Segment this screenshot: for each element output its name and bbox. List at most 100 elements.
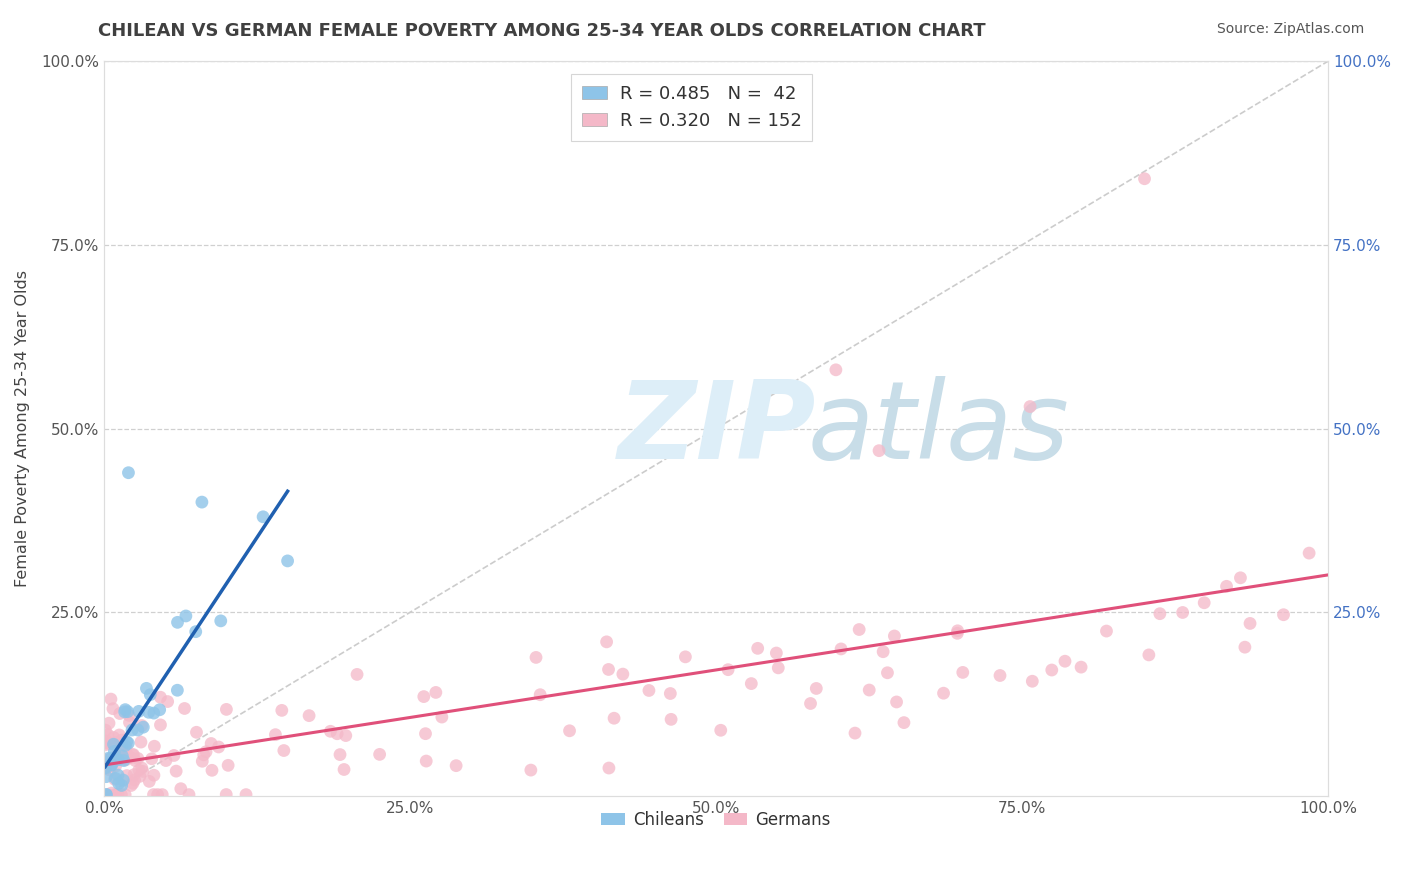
Point <box>603 711 626 725</box>
Point <box>673 649 696 664</box>
Point <box>149 690 172 705</box>
Point <box>1171 606 1194 620</box>
Point <box>346 667 368 681</box>
Point <box>121 723 143 737</box>
Point <box>799 697 821 711</box>
Point <box>717 663 740 677</box>
Point <box>149 703 172 717</box>
Point <box>131 718 153 732</box>
Point <box>112 752 135 766</box>
Point <box>830 642 852 657</box>
Legend: Chileans, Germans: Chileans, Germans <box>595 805 838 836</box>
Point <box>558 723 581 738</box>
Point <box>117 466 139 480</box>
Point <box>115 747 138 761</box>
Point <box>141 752 163 766</box>
Point <box>149 718 172 732</box>
Point <box>264 728 287 742</box>
Point <box>333 763 356 777</box>
Point <box>529 688 551 702</box>
Point <box>876 665 898 680</box>
Text: atlas: atlas <box>808 376 1070 481</box>
Point <box>108 706 131 721</box>
Point <box>121 747 143 762</box>
Point <box>747 641 769 656</box>
Point <box>1229 571 1251 585</box>
Point <box>142 788 165 802</box>
Point <box>104 788 127 802</box>
Point <box>710 723 733 738</box>
Point <box>270 703 292 717</box>
Point <box>193 747 215 762</box>
Point <box>97 788 120 802</box>
Point <box>277 554 299 568</box>
Point <box>104 772 127 787</box>
Point <box>1019 400 1042 414</box>
Point <box>1298 546 1320 560</box>
Point <box>108 728 131 742</box>
Point <box>659 686 682 700</box>
Point <box>94 758 117 772</box>
Point <box>122 767 145 781</box>
Point <box>96 734 118 748</box>
Point <box>1095 624 1118 638</box>
Point <box>105 749 128 764</box>
Point <box>1021 674 1043 689</box>
Point <box>1239 616 1261 631</box>
Point <box>115 739 138 754</box>
Point <box>1215 579 1237 593</box>
Point <box>430 710 453 724</box>
Point <box>127 723 149 737</box>
Point <box>122 776 145 790</box>
Point <box>298 708 321 723</box>
Point <box>768 661 790 675</box>
Point <box>368 747 391 762</box>
Point <box>415 727 437 741</box>
Point <box>142 706 165 720</box>
Point <box>114 705 136 719</box>
Point <box>105 736 128 750</box>
Point <box>94 759 117 773</box>
Point <box>104 772 127 786</box>
Point <box>115 735 138 749</box>
Point <box>132 720 155 734</box>
Point <box>107 768 129 782</box>
Point <box>104 759 127 773</box>
Point <box>114 788 136 802</box>
Point <box>886 695 908 709</box>
Point <box>165 764 187 778</box>
Point <box>163 748 186 763</box>
Point <box>166 683 188 698</box>
Point <box>100 758 122 772</box>
Point <box>209 614 232 628</box>
Point <box>98 759 121 773</box>
Point <box>638 683 661 698</box>
Point <box>142 768 165 782</box>
Point <box>520 763 543 777</box>
Point <box>946 624 969 638</box>
Point <box>215 788 238 802</box>
Point <box>326 727 349 741</box>
Point <box>96 788 118 802</box>
Point <box>117 736 139 750</box>
Point <box>117 705 139 719</box>
Point <box>115 768 138 782</box>
Point <box>129 735 152 749</box>
Point <box>191 495 214 509</box>
Point <box>138 706 160 720</box>
Point <box>114 703 136 717</box>
Point <box>100 786 122 800</box>
Point <box>98 763 121 777</box>
Point <box>100 692 122 706</box>
Point <box>120 779 142 793</box>
Point <box>150 788 173 802</box>
Point <box>844 726 866 740</box>
Point <box>107 788 129 802</box>
Text: Source: ZipAtlas.com: Source: ZipAtlas.com <box>1216 22 1364 37</box>
Point <box>207 739 229 754</box>
Point <box>252 509 274 524</box>
Point <box>127 751 149 765</box>
Point <box>98 716 121 731</box>
Point <box>598 761 620 775</box>
Point <box>124 772 146 787</box>
